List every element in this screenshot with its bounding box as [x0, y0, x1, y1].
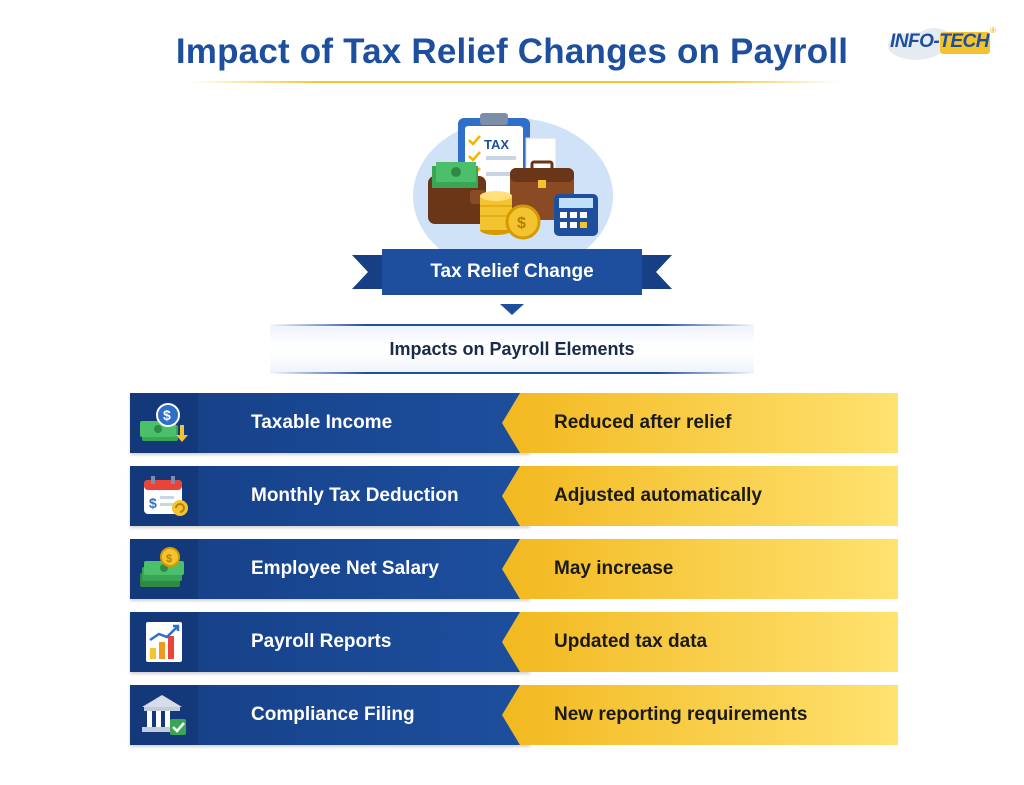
svg-text:$: $	[149, 495, 157, 511]
dollar-coin-icon	[505, 204, 541, 240]
logo-registered-mark: ®	[990, 26, 996, 35]
svg-text:$: $	[163, 407, 171, 423]
bank-check-icon	[142, 695, 186, 735]
row-value: Updated tax data	[554, 631, 708, 652]
impact-row-taxable-income: $ Taxable Income Reduced after relief	[130, 393, 898, 453]
row-value: Adjusted automatically	[554, 485, 762, 506]
row-label: Taxable Income	[251, 412, 393, 433]
money-dollar-icon: $	[140, 403, 188, 442]
row-value-banner	[502, 539, 898, 599]
row-label: Monthly Tax Deduction	[251, 485, 459, 506]
row-value: Reduced after relief	[554, 412, 732, 433]
row-icon-box	[130, 685, 198, 745]
tax-relief-ribbon	[352, 249, 672, 295]
subheader-divider-top	[270, 324, 754, 326]
row-icon-box	[130, 612, 198, 672]
subheader-panel	[270, 325, 754, 373]
row-value: May increase	[554, 558, 674, 579]
svg-text:$: $	[166, 553, 172, 565]
impact-row-payroll-reports: Payroll Reports Updated tax data	[130, 612, 898, 672]
row-value-banner	[502, 466, 898, 526]
svg-text:TAX: TAX	[484, 137, 509, 152]
row-icon-box: $	[130, 393, 198, 453]
subheader-title: Impacts on Payroll Elements	[389, 339, 635, 359]
down-arrow-icon	[500, 304, 524, 315]
calculator-icon	[554, 194, 598, 236]
title-underline	[190, 81, 840, 83]
impact-row-monthly-tax-deduction: $ Monthly Tax Deduction Adjusted automat…	[130, 466, 898, 526]
logo-cloud-icon	[888, 28, 990, 60]
row-value: New reporting requirements	[554, 704, 808, 725]
impact-row-employee-net-salary: $ Employee Net Salary May increase	[130, 539, 898, 599]
row-label: Compliance Filing	[251, 704, 415, 725]
bar-chart-icon	[146, 622, 182, 662]
row-icon-box: $	[130, 466, 198, 526]
row-icon-box: $	[130, 539, 198, 599]
row-label: Payroll Reports	[251, 631, 392, 652]
subheader-divider-bottom	[270, 372, 754, 374]
logo-text: INFO-TECH	[890, 31, 989, 52]
svg-text:$: $	[517, 215, 526, 232]
tax-hero-illustration: TAX $	[410, 110, 616, 274]
info-tech-logo: INFO-TECH ®	[886, 26, 996, 62]
row-value-banner	[502, 685, 898, 745]
cash-coin-icon: $	[140, 547, 184, 587]
tax-relief-change-label: Tax Relief Change	[430, 261, 594, 282]
page-title: Impact of Tax Relief Changes on Payroll	[175, 32, 849, 71]
row-value-banner	[502, 393, 898, 453]
impact-row-compliance-filing: Compliance Filing New reporting requirem…	[130, 685, 898, 745]
calendar-dollar-icon: $	[144, 476, 188, 516]
row-label: Employee Net Salary	[251, 558, 439, 579]
row-value-banner	[502, 612, 898, 672]
